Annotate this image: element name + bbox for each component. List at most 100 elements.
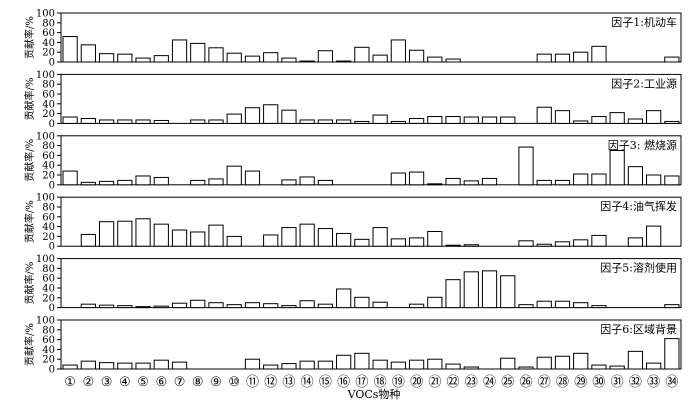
bar [336, 119, 352, 124]
bar [609, 365, 625, 370]
bar [135, 362, 151, 370]
bar [226, 165, 242, 186]
y-axis-title: 贡献率/% [23, 16, 36, 59]
bar [263, 364, 279, 370]
y-tick-label: 80 [42, 141, 55, 152]
bar [372, 301, 388, 309]
bar [190, 231, 206, 247]
y-tick-label: 40 [42, 284, 55, 295]
bar [281, 305, 297, 309]
bar [445, 244, 461, 247]
x-tick-label: ㉛ [611, 375, 624, 390]
x-axis-title: VOCs物种 [347, 387, 401, 401]
bar [518, 240, 534, 247]
bar [573, 51, 589, 63]
y-tick-label: 0 [49, 180, 55, 191]
bar [390, 238, 406, 247]
bar [627, 118, 644, 124]
y-tick-label: 60 [42, 274, 55, 285]
bar [80, 181, 96, 186]
y-tick-label: 20 [42, 293, 55, 304]
bar [171, 361, 188, 370]
bar [500, 116, 516, 124]
bar [354, 296, 370, 309]
bar [98, 304, 115, 309]
x-tick-label: ㉗ [538, 375, 551, 390]
bar [463, 180, 479, 186]
x-tick-label: ⑥ [155, 375, 167, 390]
bar [372, 359, 388, 370]
panel-label: 因子3: 燃烧源 [608, 138, 677, 152]
x-tick-label: ⑫ [264, 375, 277, 390]
panel-label: 因子5:溶剂使用 [600, 261, 677, 275]
bar [98, 53, 115, 63]
bar [591, 116, 607, 124]
y-tick-label: 100 [36, 316, 55, 327]
bar [390, 120, 406, 124]
x-tick-label: ㉞ [665, 375, 678, 390]
bar [408, 303, 425, 309]
bar [299, 176, 315, 186]
bar [427, 358, 443, 370]
bar [627, 350, 644, 370]
x-tick-label: ⑲ [392, 375, 405, 390]
y-tick-label: 40 [42, 38, 55, 49]
bar [263, 303, 279, 309]
x-tick-label: ㉜ [629, 375, 642, 390]
bar [153, 55, 169, 63]
bar [573, 302, 589, 309]
bar [554, 241, 571, 247]
bar [445, 58, 461, 63]
x-tick-label: ⑧ [192, 375, 204, 390]
bar [208, 302, 224, 309]
x-tick-label: ㉙ [574, 375, 587, 390]
bar [80, 303, 96, 309]
bar [281, 363, 297, 370]
panel-frame [60, 319, 682, 370]
bar [591, 305, 607, 309]
bar [62, 36, 78, 63]
bar [153, 223, 169, 247]
bar [171, 302, 188, 309]
bar [536, 106, 552, 124]
bar [190, 119, 206, 124]
bar [98, 362, 115, 370]
bar [62, 364, 78, 370]
bar [372, 114, 388, 124]
y-tick-label: 80 [42, 80, 55, 91]
bar [336, 60, 352, 63]
y-tick-label: 0 [49, 303, 55, 314]
x-tick-label: ⑦ [174, 375, 186, 390]
bar [135, 218, 151, 247]
bar [481, 270, 498, 309]
bar [244, 55, 261, 63]
bar [408, 171, 425, 186]
y-tick-label: 0 [49, 242, 55, 253]
panel-frame [60, 196, 682, 247]
bar [80, 118, 96, 124]
bar [518, 366, 534, 370]
bar [573, 352, 589, 370]
bar [80, 233, 96, 247]
x-tick-label: ⑩ [228, 375, 240, 390]
bar [536, 53, 552, 63]
bar [609, 112, 625, 124]
bar [98, 119, 115, 124]
y-axis-title: 贡献率/% [23, 200, 36, 243]
x-tick-label: ㉝ [647, 375, 660, 390]
x-tick-label: ① [64, 375, 76, 390]
bar [591, 364, 607, 370]
x-tick-label: ㉔ [483, 375, 496, 390]
bar [190, 179, 206, 186]
bar [317, 50, 334, 63]
bar [500, 357, 516, 370]
bar [317, 303, 334, 309]
bar [554, 110, 571, 124]
x-tick-label: ④ [119, 375, 131, 390]
bar [336, 232, 352, 247]
bar [98, 221, 115, 247]
